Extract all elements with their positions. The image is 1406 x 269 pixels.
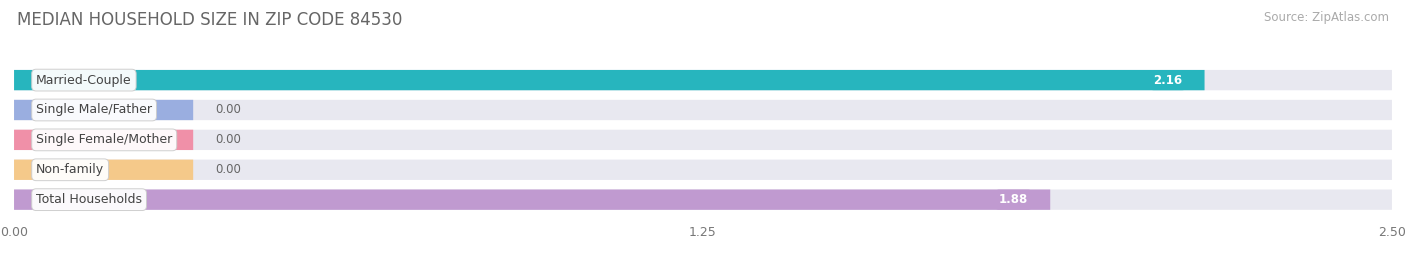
Text: 1.88: 1.88 [998, 193, 1028, 206]
FancyBboxPatch shape [14, 100, 193, 120]
FancyBboxPatch shape [14, 160, 193, 180]
Text: Source: ZipAtlas.com: Source: ZipAtlas.com [1264, 11, 1389, 24]
FancyBboxPatch shape [14, 189, 1392, 210]
FancyBboxPatch shape [14, 160, 1392, 180]
Text: 0.00: 0.00 [215, 133, 240, 146]
FancyBboxPatch shape [14, 189, 1050, 210]
Text: Non-family: Non-family [37, 163, 104, 176]
Text: Total Households: Total Households [37, 193, 142, 206]
Text: Married-Couple: Married-Couple [37, 74, 132, 87]
Text: 0.00: 0.00 [215, 163, 240, 176]
FancyBboxPatch shape [14, 130, 193, 150]
FancyBboxPatch shape [14, 70, 1392, 90]
Text: 2.16: 2.16 [1153, 74, 1182, 87]
Text: Single Male/Father: Single Male/Father [37, 104, 152, 116]
Text: 0.00: 0.00 [215, 104, 240, 116]
FancyBboxPatch shape [14, 100, 1392, 120]
FancyBboxPatch shape [14, 70, 1205, 90]
Text: Single Female/Mother: Single Female/Mother [37, 133, 173, 146]
FancyBboxPatch shape [14, 130, 1392, 150]
Text: MEDIAN HOUSEHOLD SIZE IN ZIP CODE 84530: MEDIAN HOUSEHOLD SIZE IN ZIP CODE 84530 [17, 11, 402, 29]
